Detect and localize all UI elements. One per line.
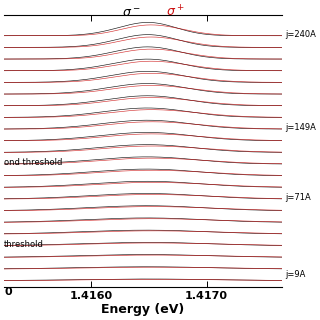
Text: j=149A: j=149A (285, 124, 316, 132)
Text: j=71A: j=71A (285, 193, 311, 203)
Text: ond threshold: ond threshold (4, 158, 62, 167)
X-axis label: Energy (eV): Energy (eV) (101, 303, 185, 316)
Text: j=240A: j=240A (285, 30, 316, 39)
Text: $\sigma^-$: $\sigma^-$ (122, 7, 141, 20)
Text: j=9A: j=9A (285, 270, 306, 279)
Text: threshold: threshold (4, 240, 44, 249)
Text: $\sigma^+$: $\sigma^+$ (166, 5, 185, 20)
Text: 0: 0 (4, 287, 12, 297)
